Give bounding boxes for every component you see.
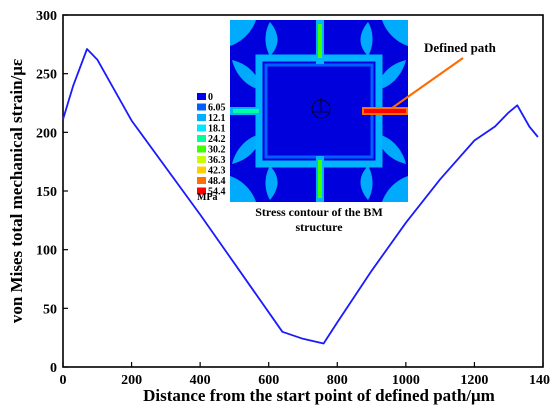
x-tick-label: 200 xyxy=(121,373,142,388)
legend-value-label: 30.2 xyxy=(208,145,226,156)
y-axis-ticks: 0 50 100 150 200 250 300 xyxy=(36,9,68,376)
x-tick-label: 600 xyxy=(258,373,279,388)
legend-value-label: 36.3 xyxy=(208,155,226,166)
y-tick-label: 0 xyxy=(50,361,57,376)
legend-value-label: 48.4 xyxy=(208,176,226,187)
legend-swatch xyxy=(197,114,206,121)
legend-swatch xyxy=(197,187,206,195)
inset-caption-line1: Stress contour of the BM xyxy=(255,205,383,219)
x-axis-title: Distance from the start point of defined… xyxy=(143,386,495,405)
y-tick-label: 100 xyxy=(36,244,57,259)
legend-swatch xyxy=(197,156,206,163)
legend-value-label: 42.3 xyxy=(208,166,226,177)
legend-value-label: 6.05 xyxy=(208,103,226,114)
legend-swatch xyxy=(197,93,206,100)
x-tick-label: 800 xyxy=(327,373,348,388)
legend-swatch xyxy=(197,145,206,153)
y-tick-label: 150 xyxy=(36,185,57,200)
legend-value-label: 24.2 xyxy=(208,134,226,145)
legend-value-label: 0 xyxy=(208,92,213,103)
legend-swatch xyxy=(197,103,206,111)
y-tick-label: 50 xyxy=(43,302,57,317)
x-tick-label: 1200 xyxy=(460,373,488,388)
x-tick-label: 400 xyxy=(190,373,211,388)
y-tick-label: 300 xyxy=(36,9,57,24)
legend-value-label: 12.1 xyxy=(208,113,226,124)
legend-swatch xyxy=(197,124,206,132)
y-tick-label: 250 xyxy=(36,68,57,83)
inset-contour-image xyxy=(230,20,408,202)
legend-swatch xyxy=(197,177,206,184)
legend-swatch xyxy=(197,166,206,174)
x-tick-label: 1000 xyxy=(392,373,420,388)
inset-caption-line2: structure xyxy=(295,220,343,234)
legend-value-label: 54.4 xyxy=(208,187,226,198)
legend-swatch xyxy=(197,135,206,142)
legend-unit-label: MPa xyxy=(197,192,218,203)
legend-value-label: 18.1 xyxy=(208,124,226,135)
y-axis-title: von Mises total mechanical strain/με xyxy=(7,59,26,323)
x-tick-label: 0 xyxy=(60,373,67,388)
annotation-label: Defined path xyxy=(424,40,497,55)
annotation-arrow xyxy=(391,57,464,109)
series-line xyxy=(62,48,539,345)
y-tick-label: 200 xyxy=(36,126,57,141)
